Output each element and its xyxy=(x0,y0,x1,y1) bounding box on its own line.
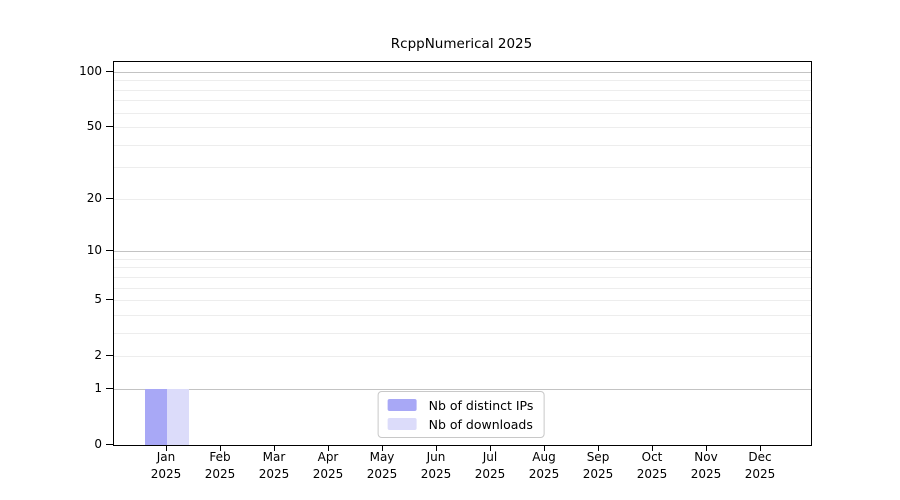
x-axis-label-month: Jan xyxy=(156,450,176,464)
x-axis-label-month: Jul xyxy=(482,450,498,464)
gridline-minor xyxy=(114,300,811,302)
gridline-minor xyxy=(114,287,811,289)
gridline-minor xyxy=(114,100,811,102)
x-axis-tick xyxy=(382,445,383,451)
x-axis-label-year: 2025 xyxy=(582,466,614,481)
x-axis-tick-label: Nov 2025 xyxy=(678,449,734,482)
x-axis-tick xyxy=(706,445,707,451)
x-axis-tick-label: Jan 2025 xyxy=(138,449,194,482)
gridline-minor xyxy=(114,80,811,82)
x-axis-label-year: 2025 xyxy=(420,466,452,481)
x-axis-label-year: 2025 xyxy=(312,466,344,481)
x-axis-label-month: Mar xyxy=(262,450,286,464)
x-axis-label-month: Feb xyxy=(209,450,231,464)
y-axis-tick-label: 50 xyxy=(86,119,102,134)
x-axis-label-year: 2025 xyxy=(258,466,290,481)
x-axis-tick-label: Mar 2025 xyxy=(246,449,302,482)
y-axis-tick xyxy=(106,197,113,199)
gridline-minor xyxy=(114,127,811,129)
x-axis-label-year: 2025 xyxy=(150,466,182,481)
x-axis-label-month: Dec xyxy=(748,450,772,464)
legend-item: Nb of downloads xyxy=(387,416,534,432)
y-axis-tick-label: 2 xyxy=(94,348,102,363)
x-axis-label-month: Jun xyxy=(426,450,446,464)
x-axis-tick xyxy=(490,445,491,451)
legend: Nb of distinct IPs Nb of downloads xyxy=(377,391,545,438)
gridline-major xyxy=(114,251,811,253)
x-axis-label-year: 2025 xyxy=(744,466,776,481)
gridline-major xyxy=(114,388,811,390)
y-axis-tick xyxy=(106,387,113,389)
x-axis-tick-label: May 2025 xyxy=(354,449,410,482)
x-axis-tick-label: Sep 2025 xyxy=(570,449,626,482)
x-axis-tick-label: Jul 2025 xyxy=(462,449,518,482)
x-axis-tick-label: Jun 2025 xyxy=(408,449,464,482)
y-axis-tick-label: 5 xyxy=(94,292,102,307)
bar-downloads xyxy=(167,388,189,445)
x-axis-tick xyxy=(328,445,329,451)
legend-label: Nb of downloads xyxy=(428,416,533,432)
x-axis-tick xyxy=(760,445,761,451)
gridline-minor xyxy=(114,258,811,260)
x-axis-tick xyxy=(166,445,167,451)
y-axis-tick xyxy=(106,70,113,72)
gridline-minor xyxy=(114,198,811,200)
gridline-minor xyxy=(114,314,811,316)
x-axis-tick xyxy=(220,445,221,451)
gridline-minor xyxy=(114,144,811,146)
x-axis-tick xyxy=(598,445,599,451)
gridline-minor xyxy=(114,332,811,334)
legend-label: Nb of distinct IPs xyxy=(428,397,534,413)
x-axis-tick xyxy=(544,445,545,451)
gridline-minor xyxy=(114,167,811,169)
legend-item: Nb of distinct IPs xyxy=(387,397,534,413)
legend-swatch-distinct-ips xyxy=(387,399,417,411)
y-axis-tick-label: 20 xyxy=(86,190,102,205)
chart-title: RcppNumerical 2025 xyxy=(390,36,533,52)
x-axis-label-month: May xyxy=(369,450,395,464)
y-axis-tick xyxy=(106,126,113,128)
y-axis-tick xyxy=(106,250,113,252)
y-axis-tick-label: 10 xyxy=(86,243,102,258)
gridline-minor xyxy=(114,112,811,114)
x-axis-label-month: Sep xyxy=(586,450,610,464)
x-axis-label-year: 2025 xyxy=(366,466,398,481)
y-axis-tick-label: 100 xyxy=(79,63,102,78)
x-axis-label-year: 2025 xyxy=(474,466,506,481)
x-axis-tick-label: Apr 2025 xyxy=(300,449,356,482)
y-axis-tick xyxy=(106,355,113,357)
legend-swatch-downloads xyxy=(387,418,417,430)
bar-distinct-ips xyxy=(145,388,167,445)
x-axis-label-month: Nov xyxy=(694,450,718,464)
x-axis-label-year: 2025 xyxy=(636,466,668,481)
x-axis-tick-label: Aug 2025 xyxy=(516,449,572,482)
x-axis-tick-label: Feb 2025 xyxy=(192,449,248,482)
y-axis-tick xyxy=(106,299,113,301)
x-axis-tick-label: Oct 2025 xyxy=(624,449,680,482)
x-axis-tick-label: Dec 2025 xyxy=(732,449,788,482)
x-axis-label-month: Apr xyxy=(317,450,339,464)
y-axis-tick-label: 0 xyxy=(94,437,102,451)
x-axis-label-year: 2025 xyxy=(204,466,236,481)
x-axis-label-year: 2025 xyxy=(528,466,560,481)
x-axis-label-year: 2025 xyxy=(690,466,722,481)
plot-area xyxy=(113,61,812,446)
x-axis-tick xyxy=(652,445,653,451)
x-axis-tick xyxy=(274,445,275,451)
gridline-major xyxy=(114,71,811,73)
x-axis-tick xyxy=(436,445,437,451)
y-axis-tick-label: 1 xyxy=(94,380,102,395)
gridline-minor xyxy=(114,356,811,358)
y-axis-tick xyxy=(106,444,113,445)
gridline-minor xyxy=(114,89,811,91)
x-axis-label-month: Aug xyxy=(532,450,556,464)
gridline-minor xyxy=(114,276,811,278)
gridline-minor xyxy=(114,267,811,269)
x-axis-label-month: Oct xyxy=(641,450,663,464)
